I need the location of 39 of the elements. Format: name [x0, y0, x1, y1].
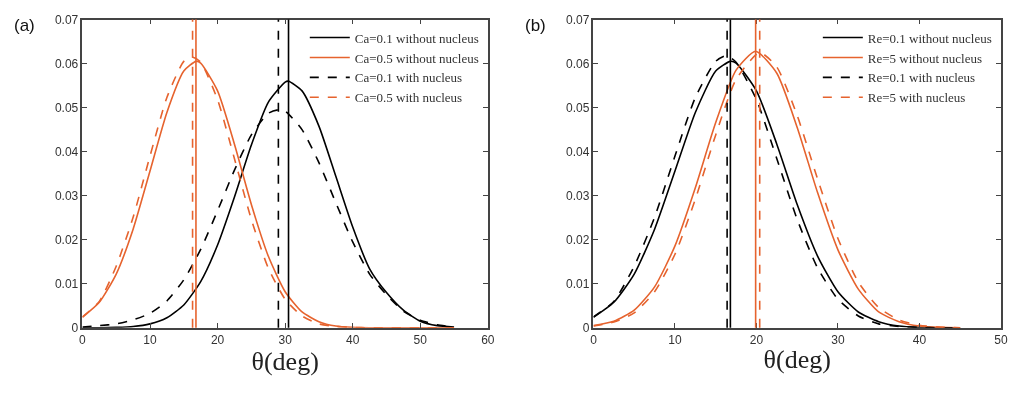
x-tick-label: 10	[143, 332, 157, 347]
x-tick-label: 40	[912, 332, 927, 347]
x-tick-label: 50	[994, 332, 1008, 347]
x-tick-label: 50	[413, 332, 428, 347]
x-tick-label: 30	[278, 332, 293, 347]
text: (b)	[525, 16, 546, 35]
y-tick-label: 0	[71, 321, 79, 336]
y-tick-label: 0.01	[565, 276, 590, 291]
y-tick-label: 0.06	[54, 56, 79, 71]
legend-label: Ca=0.5 without nucleus	[354, 50, 479, 66]
legend-label: Ca=0.5 with nucleus	[354, 90, 463, 106]
legend-label: Re=5 with nucleus	[867, 90, 966, 106]
y-tick-label: 0.07	[54, 12, 79, 27]
x-tick-label: 10	[668, 332, 682, 347]
legend-label: Re=5 without nucleus	[867, 50, 983, 66]
text: (a)	[14, 16, 35, 35]
y-tick-label: 0.07	[565, 12, 590, 27]
x-tick-label: 20	[210, 332, 225, 347]
y-tick-label: 0.04	[54, 144, 79, 159]
x-axis-title: θ(deg)	[251, 346, 319, 376]
y-tick-label: 0	[582, 321, 590, 336]
y-tick-label: 0.06	[565, 56, 590, 71]
x-tick-label: 30	[831, 332, 845, 347]
x-tick-label: 40	[346, 332, 360, 347]
legend-label: Re=0.1 without nucleus	[867, 30, 992, 46]
legend-label: Ca=0.1 with nucleus	[354, 70, 463, 86]
y-tick-label: 0.03	[54, 188, 79, 203]
legend-label: Ca=0.1 without nucleus	[354, 30, 479, 46]
y-tick-label: 0.02	[54, 232, 79, 247]
x-axis-title: θ(deg)	[763, 345, 831, 375]
y-tick-label: 0.05	[54, 100, 79, 115]
y-tick-label: 0.05	[565, 100, 590, 115]
y-tick-label: 0.01	[54, 276, 79, 291]
y-tick-label: 0.02	[565, 232, 590, 247]
x-tick-label: 60	[481, 332, 495, 347]
x-tick-label: 20	[749, 332, 764, 347]
y-tick-label: 0.03	[565, 188, 590, 203]
legend-label: Re=0.1 with nucleus	[867, 70, 976, 86]
y-tick-label: 0.04	[565, 144, 590, 159]
